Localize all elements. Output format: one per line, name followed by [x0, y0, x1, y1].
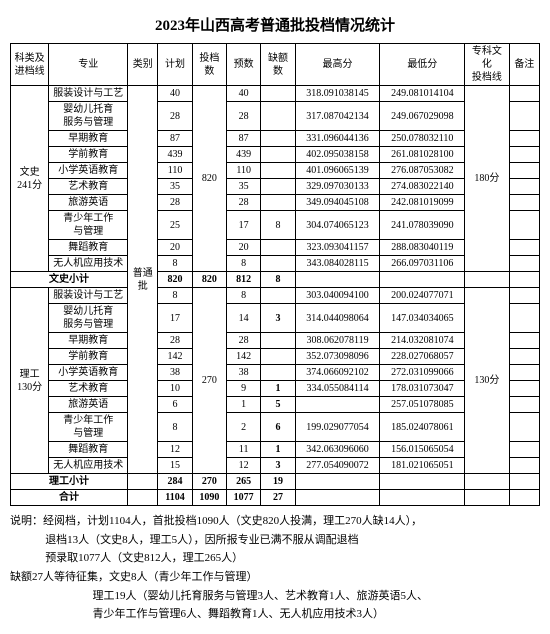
h-note: 备注	[509, 44, 539, 86]
h-cat: 科类及进档线	[11, 44, 49, 86]
cell: 249.081014104	[380, 86, 465, 102]
explanation: 说明：经阅档，计划1104人，首批投档1090人（文史820人投满，理工270人…	[10, 512, 540, 624]
h-td: 投档数	[192, 44, 226, 86]
ex-line: 说明：经阅档，计划1104人，首批投档1090人（文史820人投满，理工270人…	[10, 512, 540, 531]
grand-total: 合计 11041090107727	[11, 490, 540, 506]
cell: 40	[227, 86, 261, 102]
cell	[509, 86, 539, 102]
cell: 40	[158, 86, 192, 102]
ws-subtotal: 文史小计 8208208128	[11, 272, 540, 288]
cell	[261, 86, 295, 102]
ex-line: 理工19人（婴幼儿托育服务与管理3人、艺术教育1人、旅游英语5人、	[10, 587, 540, 606]
table-row: 文史241分 服装设计与工艺 普通批 40 820 40 318.0910381…	[11, 86, 540, 102]
ex-line: 缺额27人等待征集，文史8人（青少年工作与管理）	[10, 568, 540, 587]
h-line: 专科文化投档线	[465, 44, 509, 86]
line-lg: 130分	[465, 288, 509, 474]
batch: 普通批	[128, 86, 158, 474]
page-title: 2023年山西高考普通批投档情况统计	[10, 14, 540, 35]
line-ws: 180分	[465, 86, 509, 272]
h-hi: 最高分	[295, 44, 380, 86]
h-pre: 预数	[227, 44, 261, 86]
h-lo: 最低分	[380, 44, 465, 86]
h-type: 类别	[128, 44, 158, 86]
cell: 服装设计与工艺	[49, 86, 128, 102]
ex-line: 退档13人（文史8人，理工5人），因所报专业已满不服从调配退档	[10, 531, 540, 550]
table-row: 理工130分 服装设计与工艺 8 270 8303.040094100200.0…	[11, 288, 540, 304]
cat-lg: 理工130分	[11, 288, 49, 474]
header-row: 科类及进档线 专业 类别 计划 投档数 预数 缺额数 最高分 最低分 专科文化投…	[11, 44, 540, 86]
ex-line: 青少年工作与管理6人、舞蹈教育1人、无人机应用技术3人）	[10, 605, 540, 624]
h-plan: 计划	[158, 44, 192, 86]
td-total: 820	[192, 86, 226, 272]
h-major: 专业	[49, 44, 128, 86]
lg-subtotal: 理工小计 28427026519	[11, 474, 540, 490]
cat-ws: 文史241分	[11, 86, 49, 272]
cell: 318.091038145	[295, 86, 380, 102]
stats-table: 科类及进档线 专业 类别 计划 投档数 预数 缺额数 最高分 最低分 专科文化投…	[10, 43, 540, 506]
td-total-lg: 270	[192, 288, 226, 474]
ex-line: 预录取1077人（文史812人，理工265人）	[10, 549, 540, 568]
h-short: 缺额数	[261, 44, 295, 86]
